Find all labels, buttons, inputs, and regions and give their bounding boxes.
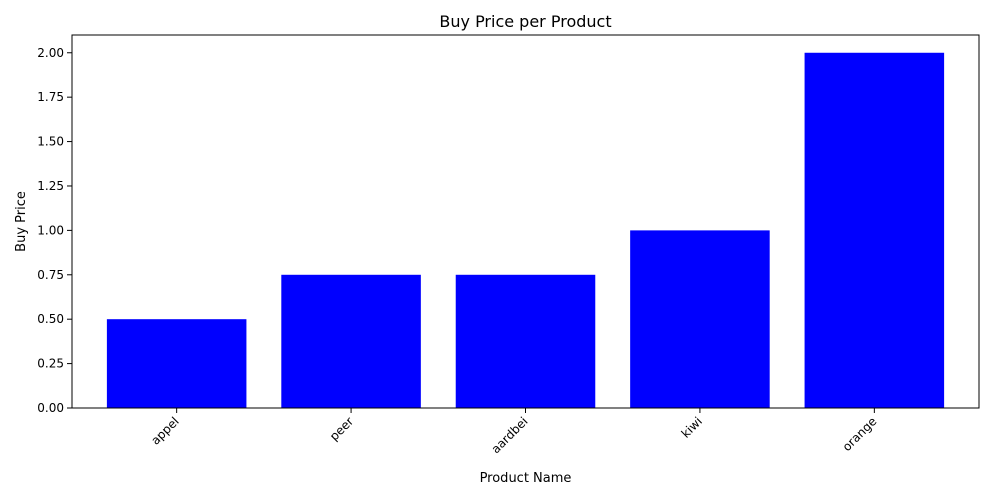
y-tick-label: 2.00 [37,46,64,60]
plot-frame [71,34,980,409]
y-axis-label: Buy Price [14,191,29,252]
y-tick-label: 1.00 [37,223,64,237]
y-tick-label: 1.50 [37,135,64,149]
x-axis-label: Product Name [480,471,572,486]
x-tick-label: peer [327,414,356,443]
y-tick-label: 0.75 [37,268,64,282]
chart-title: Buy Price per Product [439,12,611,31]
y-tick-label: 1.25 [37,179,64,193]
y-tick-label: 0.25 [37,357,64,371]
y-tick-label: 1.75 [37,90,64,104]
y-tick-label: 0.50 [37,312,64,326]
x-tick-label: orange [840,414,880,454]
bar-appel [106,319,247,408]
x-tick-label: appel [148,414,181,447]
bar-kiwi [630,230,770,408]
bar-peer [281,274,421,408]
x-tick-label: aardbei [489,414,531,456]
bar-orange [804,52,945,409]
x-axis: appel peer aardbei kiwi orange [148,408,879,456]
x-tick-label: kiwi [679,414,705,440]
bars [106,52,945,409]
y-axis: 0.00 0.25 0.50 0.75 1.00 1.25 1.50 1.75 2.00 [37,46,72,415]
bar-aardbei [455,274,596,408]
y-tick-label: 0.00 [37,401,64,415]
